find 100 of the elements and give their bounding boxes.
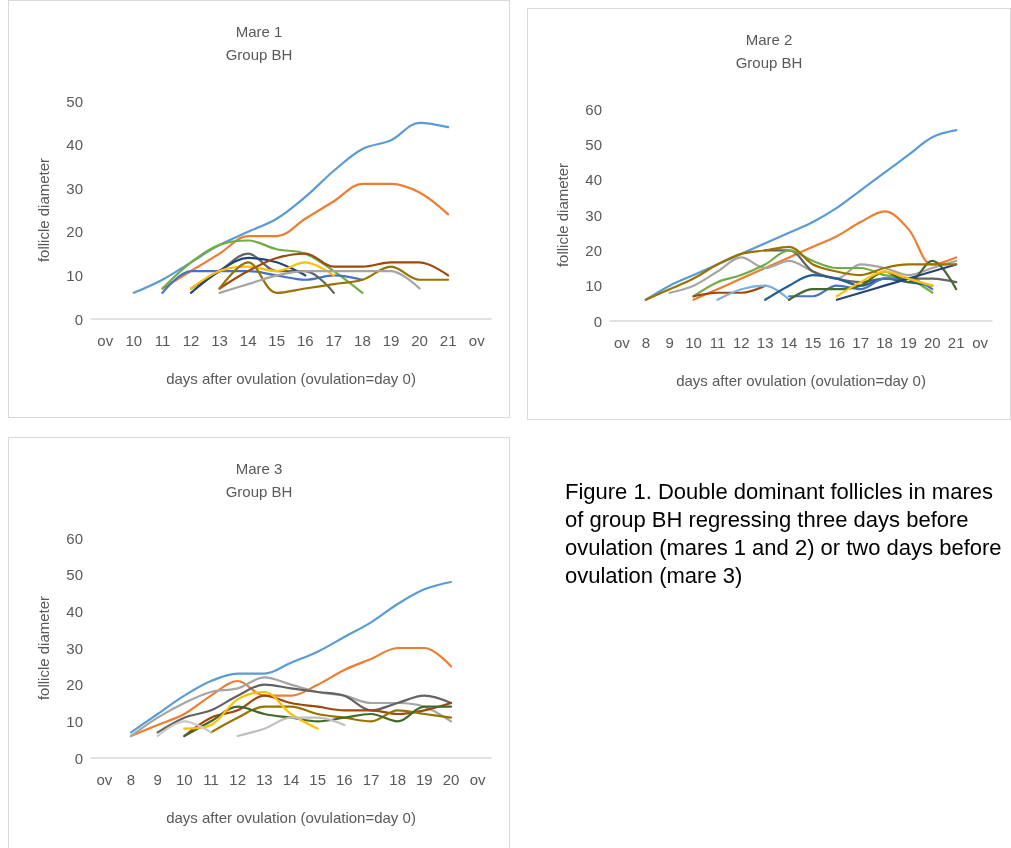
line-series — [161, 239, 364, 294]
line-series — [218, 252, 450, 290]
x-tick-label: 12 — [732, 334, 750, 351]
line-series — [183, 694, 453, 738]
x-tick-label: ov — [96, 771, 113, 788]
x-tick-label: 17 — [852, 334, 870, 351]
x-tick-label: 13 — [211, 332, 228, 349]
x-tick-label: 13 — [756, 334, 774, 351]
y-tick-label: 40 — [66, 136, 83, 154]
chart-subtitle: Group BH — [225, 483, 293, 500]
line-series — [787, 277, 934, 298]
x-tick-label: ov — [972, 334, 989, 351]
y-tick-label: 0 — [74, 310, 83, 328]
y-tick-label: 40 — [585, 171, 602, 189]
y-tick-label: 20 — [66, 676, 83, 694]
x-tick-label: 15 — [268, 332, 286, 349]
chart-subtitle: Group BH — [735, 54, 803, 71]
y-tick-label: 0 — [74, 749, 83, 767]
y-tick-label: 30 — [66, 179, 83, 197]
x-tick-label: 16 — [828, 334, 846, 351]
x-tick-label: 17 — [362, 771, 380, 788]
x-tick-label: 14 — [239, 332, 257, 349]
line-series — [218, 261, 450, 294]
line-series — [183, 705, 453, 738]
x-tick-label: 10 — [125, 332, 143, 349]
x-tick-label: 20 — [411, 332, 428, 349]
x-tick-label: 12 — [229, 771, 247, 788]
line-series — [787, 259, 958, 301]
x-tick-label: 20 — [442, 771, 460, 788]
x-tick-label: 15 — [804, 334, 822, 351]
chart-title: Mare 1 — [235, 23, 283, 40]
y-tick-label: 50 — [585, 135, 602, 153]
x-tick-label: 18 — [876, 334, 893, 351]
x-tick-label: 13 — [255, 771, 273, 788]
y-tick-label: 50 — [66, 566, 83, 584]
line-series — [835, 263, 958, 301]
line-series — [644, 129, 958, 301]
x-tick-label: ov — [469, 771, 487, 788]
y-tick-label: 10 — [66, 712, 83, 730]
x-tick-label: 10 — [175, 771, 193, 788]
y-tick-label: 20 — [585, 241, 602, 259]
y-tick-label: 50 — [66, 92, 83, 110]
y-axis-title: follicle diameter — [554, 162, 571, 268]
x-tick-label: 19 — [900, 334, 917, 351]
line-series — [644, 245, 958, 301]
x-tick-label: 8 — [641, 334, 650, 351]
line-series — [189, 261, 335, 290]
y-axis-title: follicle diameter — [35, 595, 52, 701]
x-axis-title: days after ovulation (ovulation=day 0) — [166, 370, 416, 387]
x-tick-label: 11 — [203, 771, 219, 788]
line-series — [692, 210, 958, 301]
line-series — [189, 256, 307, 294]
line-series — [129, 646, 453, 738]
x-tick-label: 9 — [153, 771, 162, 788]
x-tick-label: 12 — [182, 332, 200, 349]
y-tick-label: 20 — [66, 223, 83, 241]
line-series — [161, 269, 364, 294]
y-axis-title: follicle diameter — [35, 157, 52, 263]
x-tick-label: 19 — [382, 332, 400, 349]
line-series — [132, 121, 450, 294]
x-tick-label: 16 — [335, 771, 353, 788]
line-series — [129, 676, 453, 738]
line-series — [183, 690, 319, 730]
line-series — [692, 249, 934, 298]
x-tick-label: 21 — [439, 332, 457, 349]
y-tick-label: 60 — [66, 529, 83, 547]
x-tick-label: 19 — [415, 771, 433, 788]
x-tick-label: 20 — [923, 334, 941, 351]
x-tick-label: ov — [97, 332, 114, 349]
x-axis-title: days after ovulation (ovulation=day 0) — [676, 372, 926, 389]
line-series — [209, 705, 453, 734]
line-series — [668, 256, 958, 294]
line-series — [218, 269, 421, 294]
x-tick-label: 9 — [665, 334, 674, 351]
line-series — [764, 273, 934, 301]
chart-title: Mare 3 — [235, 460, 283, 477]
line-series — [835, 270, 934, 298]
y-tick-label: 40 — [66, 602, 83, 620]
y-tick-label: 30 — [585, 206, 602, 224]
x-tick-label: 14 — [282, 771, 300, 788]
x-tick-label: 16 — [296, 332, 314, 349]
line-series — [129, 580, 453, 734]
x-axis-title: days after ovulation (ovulation=day 0) — [166, 809, 416, 826]
chart-title: Mare 2 — [745, 31, 793, 48]
x-tick-label: 11 — [154, 332, 171, 349]
x-tick-label: 10 — [685, 334, 702, 351]
x-tick-label: ov — [614, 334, 631, 351]
y-tick-label: 60 — [585, 100, 602, 118]
x-tick-label: 21 — [947, 334, 965, 351]
y-tick-label: 0 — [593, 312, 602, 330]
x-tick-label: 18 — [389, 771, 407, 788]
x-tick-label: 14 — [780, 334, 798, 351]
x-tick-label: 11 — [709, 334, 726, 351]
line-series — [156, 683, 453, 734]
line-series — [236, 716, 346, 738]
x-tick-label: 15 — [309, 771, 327, 788]
chart-subtitle: Group BH — [225, 46, 293, 63]
x-tick-label: 8 — [126, 771, 136, 788]
x-tick-label: 18 — [354, 332, 371, 349]
y-tick-label: 10 — [66, 266, 83, 284]
